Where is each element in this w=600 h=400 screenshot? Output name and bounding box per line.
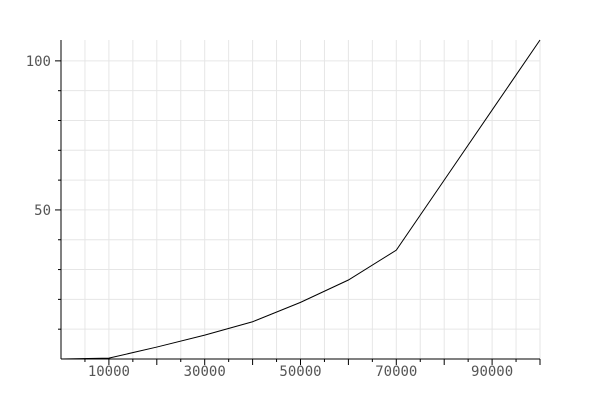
- series-line: [60, 39, 541, 360]
- x-tick-label: 90000: [471, 364, 513, 380]
- tick-labels: 10000 30000 50000 70000 90000 50 100: [26, 54, 513, 380]
- y-tick-label: 100: [26, 54, 51, 70]
- y-tick-label: 50: [34, 203, 51, 219]
- series-group: [60, 39, 541, 360]
- x-tick-label: 30000: [184, 364, 226, 380]
- tick-marks: [55, 60, 541, 365]
- x-tick-label: 70000: [375, 364, 417, 380]
- x-tick-label: 50000: [279, 364, 321, 380]
- gridlines: [61, 40, 541, 359]
- x-tick-label: 10000: [88, 364, 130, 380]
